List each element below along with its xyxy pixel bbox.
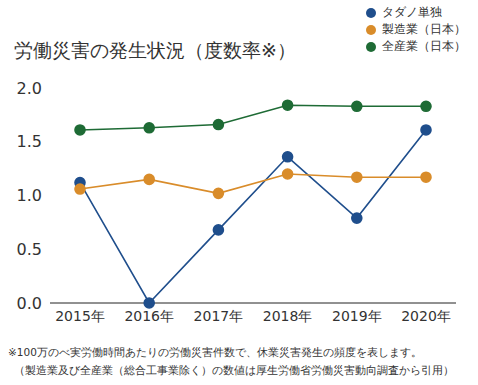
- html-text:労働災害の発生状況（度数率※）: 労働災害の発生状況（度数率※）: [14, 39, 296, 61]
- svg-text:0.5: 0.5: [17, 240, 42, 259]
- svg-text:2015年: 2015年: [55, 308, 105, 324]
- svg-text:2017年: 2017年: [194, 308, 244, 324]
- svg-text:2019年: 2019年: [332, 308, 382, 324]
- html-text:全産業（日本）: 全産業（日本）: [382, 39, 466, 53]
- html-text:製造業（日本）: 製造業（日本）: [382, 22, 466, 36]
- svg-text:1.5: 1.5: [17, 132, 42, 151]
- html-text:タダノ単独: タダノ単独: [382, 5, 442, 19]
- html-text:※100万のべ実労働時間あたりの労働災害件数で、休業災害発生: ※100万のべ実労働時間あたりの労働災害件数で、休業災害発生の頻度を表します。: [8, 346, 422, 358]
- svg-text:2018年: 2018年: [263, 308, 313, 324]
- svg-text:2.0: 2.0: [17, 79, 42, 98]
- svg-text:2016年: 2016年: [124, 308, 174, 324]
- html-text:（製造業及び全産業（総合工事業除く）の数値は厚生労働省労働災: （製造業及び全産業（総合工事業除く）の数値は厚生労働省労働災害動向調査から引用）: [14, 364, 454, 376]
- svg-text:0.0: 0.0: [17, 294, 42, 313]
- svg-text:1.0: 1.0: [17, 186, 42, 205]
- svg-text:2020年: 2020年: [401, 308, 451, 324]
